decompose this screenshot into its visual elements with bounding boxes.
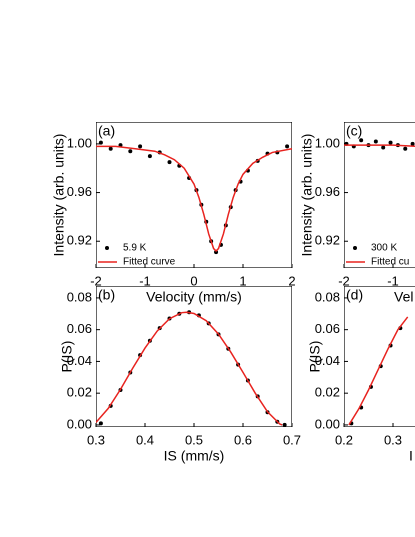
data-point	[167, 160, 172, 165]
frame	[344, 286, 415, 427]
data-point	[214, 250, 219, 255]
x-tick-label: 0.7	[283, 432, 301, 447]
y-tick-label: 0.06	[315, 321, 340, 336]
data-point	[388, 140, 393, 145]
y-tick-label: 0.92	[67, 233, 92, 248]
y-axis-label: Intensity (arb. units)	[51, 134, 67, 257]
y-tick-label: 0.06	[67, 321, 92, 336]
y-tick-label: 1.00	[315, 135, 340, 150]
panel-label: (a)	[98, 123, 115, 139]
x-tick-label: 0.6	[234, 432, 252, 447]
fit-curve	[344, 144, 415, 147]
data-point	[98, 421, 103, 426]
legend-label: Fitted curve	[123, 257, 176, 268]
x-tick-label: -1	[387, 273, 399, 288]
legend-label: 5.9 K	[123, 243, 147, 254]
panel: 0.08 0.06 0.04 0.02 0.000.3 0.4 0.5 0.6 0.7 IS (m…	[59, 286, 301, 464]
x-tick-label: -1	[139, 273, 151, 288]
panel-label: (b)	[98, 287, 115, 303]
x-tick-label: 0.5	[185, 432, 203, 447]
fit-curve	[348, 316, 409, 426]
x-tick-label: 0	[190, 273, 197, 288]
data-point	[381, 145, 386, 150]
data-point	[138, 144, 143, 149]
data-point	[359, 138, 364, 143]
plot-data	[344, 138, 415, 151]
legend-marker	[353, 246, 357, 250]
panel-label: (c)	[346, 123, 362, 139]
y-tick-label: 0.04	[315, 353, 340, 368]
y-tick-label: 0.02	[67, 385, 92, 400]
fit-curve	[96, 311, 283, 426]
y-tick-label: 0.08	[315, 289, 340, 304]
plot-data	[96, 140, 292, 255]
y-tick-label: 0.02	[315, 385, 340, 400]
plot-data	[348, 316, 409, 426]
y-axis-label: P(IS)	[59, 341, 75, 373]
x-axis-label: Vel	[394, 289, 413, 305]
y-tick-label: 0.92	[315, 233, 340, 248]
plot-frame	[344, 286, 415, 427]
x-axis-label: IS (mm/s)	[164, 448, 225, 464]
data-point	[410, 141, 415, 146]
y-axis-label: Intensity (arb. units)	[299, 134, 315, 257]
x-tick-label: 0.4	[136, 432, 154, 447]
data-point	[108, 146, 113, 151]
y-tick-label: 1.00	[67, 135, 92, 150]
frame	[96, 286, 292, 427]
data-point	[128, 149, 133, 154]
data-point	[403, 146, 408, 151]
data-point	[147, 154, 152, 159]
data-point	[98, 140, 103, 145]
fit-curve	[96, 145, 292, 253]
y-tick-label: 0.96	[315, 184, 340, 199]
x-tick-label: 0.3	[87, 432, 105, 447]
panel: 1.00 0.96 0.92 -2 -1 0 1 2 Velocity (mm/s) Intens…	[51, 122, 296, 305]
legend-marker	[105, 246, 109, 250]
y-tick-label: 0.00	[67, 416, 92, 431]
x-tick-label: 1	[239, 273, 246, 288]
data-point	[282, 422, 287, 427]
x-axis-label: Velocity (mm/s)	[146, 289, 242, 305]
plot-data	[96, 310, 287, 427]
legend-label: 300 K	[371, 243, 397, 254]
data-point	[373, 139, 378, 144]
x-axis-label: I	[409, 448, 413, 464]
y-tick-label: 0.08	[67, 289, 92, 304]
panel-label: (d)	[346, 287, 363, 303]
plot-frame	[96, 286, 292, 427]
y-tick-label: 0.96	[67, 184, 92, 199]
x-tick-label: 2	[288, 273, 295, 288]
x-tick-label: -2	[90, 273, 102, 288]
y-tick-label: 0.00	[315, 416, 340, 431]
x-tick-label: -2	[338, 273, 350, 288]
panel: 0.08 0.06 0.04 0.02 0.000.2 0.3 I P(IS) (d)	[307, 286, 415, 464]
x-tick-label: 0.2	[335, 432, 353, 447]
y-axis-label: P(IS)	[307, 341, 323, 373]
y-tick-label: 0.04	[67, 353, 92, 368]
data-point	[285, 144, 290, 149]
x-tick-label: 0.3	[384, 432, 402, 447]
legend-label: Fitted cu	[371, 257, 409, 268]
